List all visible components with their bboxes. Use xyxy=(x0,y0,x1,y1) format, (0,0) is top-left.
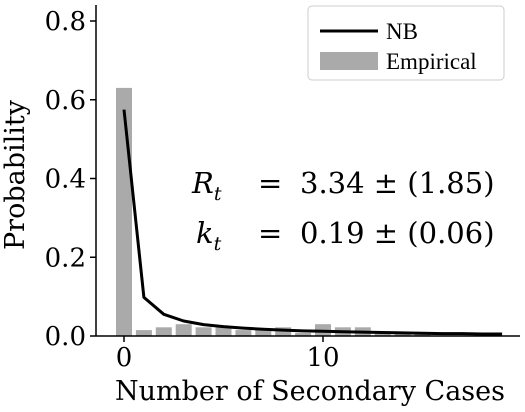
axes xyxy=(95,5,520,337)
empirical-bar xyxy=(374,332,391,336)
annotation-rt: Rt = 3.34 ± (1.85) xyxy=(191,166,495,205)
empirical-bar xyxy=(235,330,252,336)
y-tick-label: 0.0 xyxy=(45,322,86,352)
x-axis-label: Number of Secondary Cases xyxy=(115,376,505,407)
empirical-bar xyxy=(275,327,292,336)
legend-empirical-swatch xyxy=(320,52,378,70)
empirical-bar xyxy=(135,330,152,336)
legend-empirical-label: Empirical xyxy=(386,49,477,74)
nb-line-layer xyxy=(122,109,503,336)
x-tick-label: 0 xyxy=(116,343,133,373)
legend: NB Empirical xyxy=(307,5,505,81)
y-tick-label: 0.6 xyxy=(45,86,86,116)
empirical-bar xyxy=(394,332,411,336)
legend-nb-label: NB xyxy=(386,19,418,44)
empirical-bar xyxy=(295,332,312,336)
x-tick-label: 10 xyxy=(306,343,339,373)
empirical-bar xyxy=(215,327,232,336)
empirical-bar xyxy=(116,87,132,337)
empirical-bar xyxy=(255,330,272,336)
tick-labels: 0.0 0.2 0.4 0.6 0.8 0 10 xyxy=(45,7,340,373)
y-tick-label: 0.8 xyxy=(45,7,86,37)
empirical-bar xyxy=(195,327,212,336)
nb-line xyxy=(122,109,503,336)
empirical-bar xyxy=(155,327,172,336)
empirical-bars xyxy=(116,87,491,337)
y-tick-label: 0.2 xyxy=(45,243,86,273)
y-axis-label: Probability xyxy=(0,99,31,250)
annotations: Rt = 3.34 ± (1.85) kt = 0.19 ± (0.06) xyxy=(191,166,495,255)
y-tick-label: 0.4 xyxy=(45,165,86,195)
empirical-bar xyxy=(175,324,192,336)
annotation-kt: kt = 0.19 ± (0.06) xyxy=(196,216,495,255)
